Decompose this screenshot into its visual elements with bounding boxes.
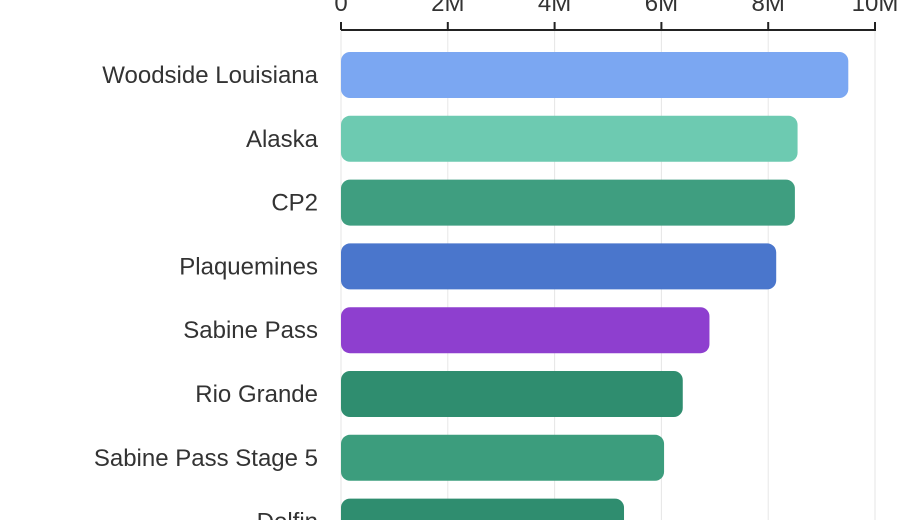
bar [341, 179, 795, 226]
category-label: Dolfin [257, 509, 318, 520]
bars [341, 52, 849, 520]
x-tick-label: 4M [538, 0, 571, 17]
bar [341, 115, 798, 162]
x-tick-label: 0 [334, 0, 347, 17]
category-label: CP2 [271, 190, 318, 217]
bar [341, 371, 683, 417]
category-label: Plaquemines [179, 253, 318, 280]
x-tick-label: 8M [752, 0, 785, 17]
category-label: Rio Grande [195, 381, 318, 408]
bar [341, 307, 710, 354]
category-label: Sabine Pass [183, 317, 318, 344]
category-labels: Woodside Louisiana Alaska CP2 Plaquemines Sa… [94, 62, 319, 520]
bar [341, 434, 665, 481]
bar [341, 498, 625, 520]
x-axis: 0 2M 4M 6M 8M 10M [334, 0, 899, 31]
x-tick-label: 2M [431, 0, 464, 17]
bar [341, 243, 777, 290]
category-label: Alaska [246, 126, 319, 153]
bar [341, 52, 849, 98]
category-label: Sabine Pass Stage 5 [94, 445, 318, 472]
x-tick-label: 10M [852, 0, 899, 17]
x-tick-label: 6M [645, 0, 678, 17]
category-label: Woodside Louisiana [102, 62, 318, 89]
